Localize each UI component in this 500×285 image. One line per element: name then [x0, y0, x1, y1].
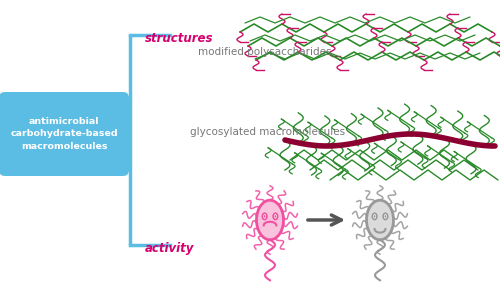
Ellipse shape [256, 200, 283, 240]
Text: glycosylated macromolecules: glycosylated macromolecules [190, 127, 345, 137]
Ellipse shape [274, 215, 276, 218]
Ellipse shape [273, 213, 278, 219]
Ellipse shape [372, 213, 377, 219]
Ellipse shape [264, 215, 266, 218]
Ellipse shape [366, 200, 394, 240]
FancyBboxPatch shape [0, 92, 129, 176]
Ellipse shape [384, 215, 386, 218]
Text: structures: structures [145, 32, 214, 45]
Ellipse shape [383, 213, 388, 219]
Ellipse shape [374, 215, 376, 218]
Ellipse shape [262, 213, 267, 219]
Text: modified polysaccharides: modified polysaccharides [198, 47, 332, 57]
Text: antimicrobial
carbohydrate-based
macromolecules: antimicrobial carbohydrate-based macromo… [10, 117, 118, 151]
Text: activity: activity [145, 242, 194, 255]
